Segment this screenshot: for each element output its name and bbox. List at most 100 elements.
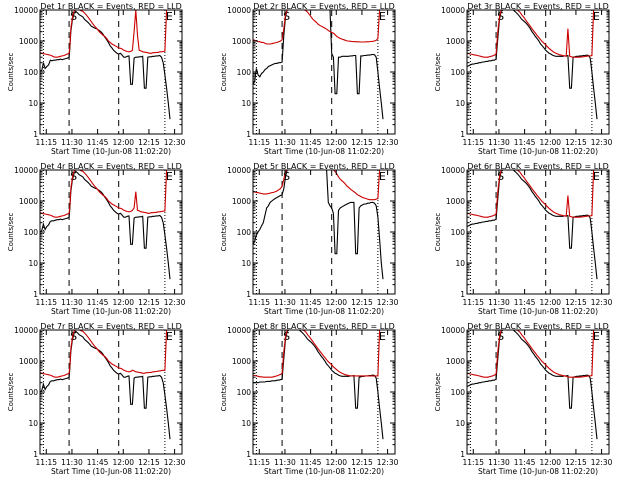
x-axis-label: Start Time (10-Jun-08 11:02:20)	[51, 467, 171, 476]
marker-label-S: S	[283, 10, 290, 23]
y-tick-label: 100	[24, 388, 39, 397]
panel-title: Det 4r BLACK = Events, RED = LLD	[40, 162, 182, 171]
y-tick-label: 10	[455, 259, 465, 268]
y-tick-label: 100	[24, 68, 39, 77]
y-tick-label: 10	[28, 99, 38, 108]
marker-label-S: S	[283, 170, 290, 183]
y-tick-label: 10000	[227, 326, 251, 335]
marker-label-E: E	[593, 10, 600, 23]
y-tick-label: 1000	[446, 197, 465, 206]
x-tick-label: 12:00	[325, 458, 347, 467]
y-tick-label: 10000	[14, 6, 38, 15]
x-tick-label: 11:30	[274, 458, 296, 467]
x-tick-label: 12:00	[539, 458, 561, 467]
y-tick-label: 1000	[446, 357, 465, 366]
x-tick-label: 11:45	[514, 138, 536, 147]
y-axis-label: Counts/sec	[434, 373, 442, 412]
y-axis-label: Counts/sec	[7, 373, 15, 412]
panel-title: Det 6r BLACK = Events, RED = LLD	[467, 162, 609, 171]
x-axis-label: Start Time (10-Jun-08 11:02:20)	[478, 147, 598, 156]
x-axis-label: Start Time (10-Jun-08 11:02:20)	[478, 307, 598, 316]
plot-frame	[466, 9, 610, 135]
x-tick-label: 11:15	[35, 458, 57, 467]
panel-title: Det 8r BLACK = Events, RED = LLD	[253, 322, 395, 331]
y-tick-label: 1	[460, 290, 465, 299]
y-tick-label: 1	[33, 450, 38, 459]
y-tick-label: 10	[455, 419, 465, 428]
plot-frame	[252, 9, 396, 135]
x-tick-label: 11:45	[300, 298, 322, 307]
x-tick-label: 11:45	[87, 298, 109, 307]
x-tick-label: 12:15	[351, 298, 373, 307]
y-tick-label: 100	[451, 68, 466, 77]
y-tick-label: 1	[460, 130, 465, 139]
x-tick-label: 11:45	[514, 458, 536, 467]
y-tick-label: 10000	[227, 6, 251, 15]
panel-title: Det 9r BLACK = Events, RED = LLD	[467, 322, 609, 331]
x-tick-label: 11:30	[61, 298, 83, 307]
x-tick-label: 12:30	[591, 138, 613, 147]
y-tick-label: 1	[33, 290, 38, 299]
x-tick-label: 11:45	[87, 458, 109, 467]
x-tick-label: 12:15	[138, 298, 160, 307]
x-tick-label: 11:45	[300, 458, 322, 467]
series-events-line	[40, 170, 171, 280]
y-tick-label: 10	[455, 99, 465, 108]
plot-frame	[39, 329, 183, 455]
y-tick-label: 100	[237, 68, 252, 77]
y-tick-label: 10	[28, 419, 38, 428]
y-axis-label: Counts/sec	[220, 53, 228, 92]
x-tick-label: 11:15	[462, 458, 484, 467]
y-tick-label: 100	[451, 388, 466, 397]
x-tick-label: 11:15	[248, 138, 270, 147]
x-tick-label: 12:00	[325, 298, 347, 307]
x-tick-label: 12:00	[112, 298, 134, 307]
marker-label-E: E	[166, 330, 173, 343]
x-tick-label: 12:30	[377, 458, 399, 467]
plot-frame	[39, 169, 183, 295]
series-lld-line	[253, 10, 381, 45]
y-tick-label: 1000	[446, 37, 465, 46]
series-events-line	[253, 170, 384, 280]
marker-label-E: E	[593, 170, 600, 183]
y-tick-label: 1	[33, 130, 38, 139]
y-tick-label: 100	[451, 228, 466, 237]
plot-frame	[252, 169, 396, 295]
y-tick-label: 10000	[14, 166, 38, 175]
marker-label-E: E	[379, 330, 386, 343]
y-tick-label: 10	[241, 99, 251, 108]
panel-title: Det 3r BLACK = Events, RED = LLD	[467, 2, 609, 11]
marker-label-E: E	[379, 10, 386, 23]
y-tick-label: 10	[28, 259, 38, 268]
x-tick-label: 11:30	[488, 458, 510, 467]
series-events-line	[253, 10, 384, 120]
x-tick-label: 12:15	[565, 138, 587, 147]
x-axis-label: Start Time (10-Jun-08 11:02:20)	[264, 307, 384, 316]
panel-title: Det 1r BLACK = Events, RED = LLD	[40, 2, 182, 11]
series-events-line	[467, 10, 598, 120]
y-tick-label: 100	[24, 228, 39, 237]
series-events-line	[40, 10, 171, 120]
y-tick-label: 10000	[441, 6, 465, 15]
x-tick-label: 12:00	[539, 138, 561, 147]
x-tick-label: 11:30	[488, 298, 510, 307]
x-tick-label: 12:30	[164, 298, 186, 307]
series-lld-line	[467, 330, 595, 378]
panel-title: Det 2r BLACK = Events, RED = LLD	[253, 2, 395, 11]
plot-frame	[466, 169, 610, 295]
y-tick-label: 10	[241, 259, 251, 268]
x-tick-label: 12:00	[325, 138, 347, 147]
x-tick-label: 12:15	[565, 298, 587, 307]
y-axis-label: Counts/sec	[434, 53, 442, 92]
x-axis-label: Start Time (10-Jun-08 11:02:20)	[264, 467, 384, 476]
y-tick-label: 1000	[232, 357, 251, 366]
x-tick-label: 11:15	[462, 298, 484, 307]
y-tick-label: 1000	[232, 197, 251, 206]
y-tick-label: 10000	[441, 326, 465, 335]
